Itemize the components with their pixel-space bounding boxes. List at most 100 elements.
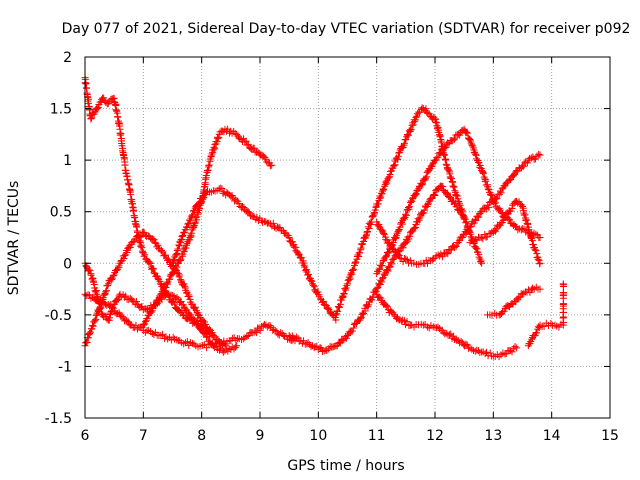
data-point: [450, 183, 458, 191]
data-point: [466, 136, 474, 144]
data-point: [318, 347, 326, 355]
data-point: [129, 207, 137, 215]
data-point: [382, 253, 390, 261]
data-point: [171, 265, 179, 273]
data-point: [86, 266, 94, 274]
y-axis-title: SDTVAR / TECUs: [6, 181, 22, 296]
data-point: [466, 223, 474, 231]
data-point: [434, 323, 442, 331]
data-point: [410, 225, 418, 233]
data-point: [243, 333, 251, 341]
data-point: [87, 328, 95, 336]
data-point: [339, 293, 347, 301]
data-point: [233, 342, 241, 350]
data-point: [94, 298, 102, 306]
data-point: [87, 115, 95, 123]
data-point: [430, 190, 438, 198]
data-point: [181, 282, 189, 290]
data-point: [476, 162, 484, 170]
data-point: [497, 208, 505, 216]
data-point: [340, 290, 348, 298]
data-point: [196, 205, 204, 213]
data-point: [433, 154, 441, 162]
data-point: [172, 251, 180, 259]
data-point: [169, 291, 177, 299]
data-point: [400, 215, 408, 223]
y-tick-label: -0.5: [45, 308, 72, 324]
data-point: [407, 125, 415, 133]
data-point: [476, 258, 484, 266]
data-point: [437, 139, 445, 147]
data-point: [199, 341, 207, 349]
data-point: [527, 154, 535, 162]
data-point: [473, 155, 480, 163]
data-point: [183, 338, 191, 346]
data-point: [348, 327, 356, 335]
data-point: [158, 287, 166, 295]
data-point: [478, 208, 486, 216]
data-point: [478, 259, 486, 267]
data-point: [138, 244, 146, 252]
data-point: [141, 251, 149, 259]
data-point: [310, 283, 318, 291]
x-tick-label: 10: [309, 428, 327, 444]
x-tick-label: 14: [543, 428, 561, 444]
data-point: [462, 218, 470, 226]
series-arc-14: [524, 280, 568, 350]
data-point: [185, 342, 193, 350]
data-point: [253, 213, 261, 221]
data-point: [520, 162, 528, 170]
x-tick-label: 15: [601, 428, 619, 444]
data-point: [440, 329, 448, 337]
data-point: [323, 305, 331, 313]
data-point: [233, 130, 241, 138]
data-point: [104, 281, 112, 289]
data-point: [125, 181, 133, 189]
data-point: [451, 244, 459, 252]
data-point: [343, 282, 351, 290]
data-point: [106, 314, 114, 322]
data-point: [357, 314, 365, 322]
data-point: [435, 149, 443, 157]
data-point: [450, 136, 458, 144]
x-tick-label: 12: [426, 428, 444, 444]
data-point: [177, 235, 185, 243]
data-point: [457, 205, 465, 213]
data-point: [183, 240, 191, 248]
data-point: [532, 230, 540, 238]
data-points: [81, 74, 568, 361]
chart-title: Day 077 of 2021, Sidereal Day-to-day VTE…: [62, 21, 631, 37]
data-point: [154, 241, 162, 249]
y-tick-label: -1.5: [45, 411, 72, 427]
data-point: [285, 234, 293, 241]
data-point: [175, 271, 183, 279]
data-point: [411, 118, 419, 126]
data-point: [508, 348, 516, 356]
data-point: [475, 253, 483, 261]
data-point: [271, 327, 279, 335]
series-arc-12: [466, 197, 544, 268]
series-arc-10: [373, 290, 521, 361]
data-point: [188, 211, 196, 219]
data-point: [132, 297, 140, 305]
data-point: [142, 318, 150, 326]
data-point: [369, 212, 377, 220]
data-point: [409, 121, 417, 129]
data-point: [402, 239, 410, 247]
data-point: [380, 256, 388, 264]
data-point: [493, 194, 501, 202]
data-point: [533, 152, 541, 160]
data-point: [182, 241, 190, 249]
data-point: [472, 244, 480, 252]
data-point: [422, 174, 430, 182]
data-point: [148, 330, 156, 338]
data-point: [231, 343, 239, 351]
data-point: [528, 284, 536, 292]
data-point: [193, 319, 201, 327]
data-point: [174, 270, 182, 278]
data-point: [208, 341, 216, 349]
data-point: [184, 220, 192, 228]
data-point: [350, 265, 358, 273]
data-point: [150, 236, 158, 244]
data-point: [185, 292, 193, 300]
